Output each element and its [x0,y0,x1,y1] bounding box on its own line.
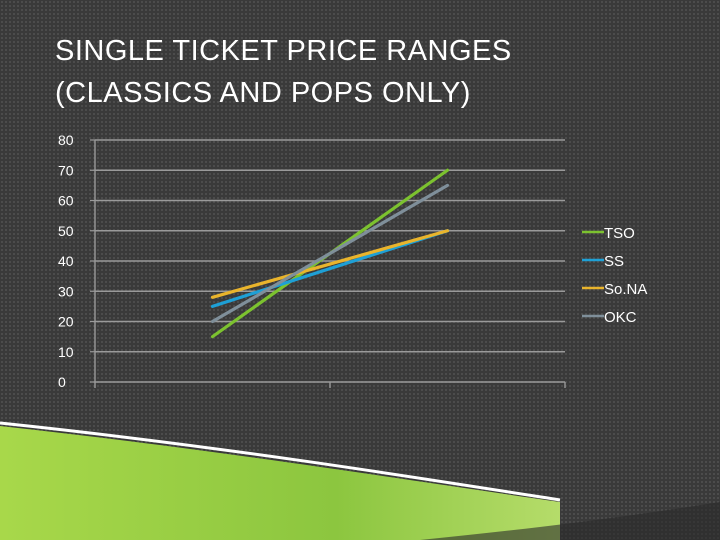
chart-legend: TSO SS So.NA OKC [582,225,647,326]
y-tick-label-0: 0 [58,374,66,390]
y-tick-label-30: 30 [58,283,74,299]
series-line-so-na [210,229,450,299]
slide-title-line-2: (CLASSICS AND POPS ONLY) [55,77,471,109]
legend-label-okc: OKC [604,309,637,326]
series-line-okc [210,183,450,324]
slide-title: SINGLE TICKET PRICE RANGES (CLASSICS AND… [55,30,675,114]
y-tick-label-10: 10 [58,344,74,360]
slide-title-line-1: SINGLE TICKET PRICE RANGES [55,35,512,67]
y-tick-label-60: 60 [58,193,74,209]
y-axis-tick-labels: 0 10 20 30 40 50 60 70 80 [58,132,74,390]
y-tick-label-80: 80 [58,132,74,148]
y-tick-label-70: 70 [58,162,74,178]
y-tick-label-20: 20 [58,314,74,330]
y-tick-label-40: 40 [58,253,74,269]
chart-axes [90,139,566,388]
y-tick-label-50: 50 [58,223,74,239]
chart-gridlines [95,139,565,353]
legend-label-ss: SS [604,253,624,270]
legend-label-tso: TSO [604,225,635,242]
legend-label-so-na: So.NA [604,281,647,298]
decorative-green-swoosh [0,421,720,540]
chart-series-lines [210,168,450,339]
